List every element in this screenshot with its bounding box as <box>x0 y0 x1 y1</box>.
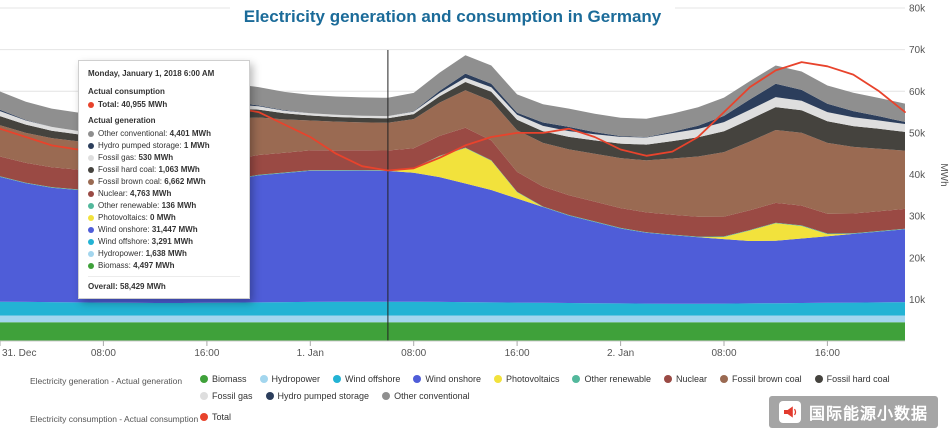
chart-legend: Electricity generation - Actual generati… <box>30 374 935 435</box>
y-tick-label: 80k <box>909 4 926 15</box>
tooltip-item-hydro-pumped-storage: Hydro pumped storage: 1 MWh <box>88 141 240 150</box>
area-series-nuclear[interactable] <box>0 127 905 237</box>
tooltip-item-biomass: Biomass: 4,497 MWh <box>88 261 240 270</box>
x-tick-label: 08:00 <box>91 348 116 359</box>
legend-item-biomass[interactable]: Biomass <box>200 374 247 384</box>
legend-item-nuclear[interactable]: Nuclear <box>664 374 707 384</box>
tooltip-item-fossil-brown-coal: Fossil brown coal: 6,662 MWh <box>88 177 240 186</box>
tooltip-consumption-header: Actual consumption <box>88 87 165 96</box>
legend-item-fossil-hard-coal[interactable]: Fossil hard coal <box>814 374 890 384</box>
legend-item-fossil-brown-coal[interactable]: Fossil brown coal <box>720 374 802 384</box>
legend-item-photovoltaics[interactable]: Photovoltaics <box>493 374 559 384</box>
megaphone-icon <box>778 401 801 423</box>
legend-item-hydro-pumped-storage[interactable]: Hydro pumped storage <box>265 391 369 401</box>
x-tick-label: 31. Dec <box>2 348 36 359</box>
tooltip-item-nuclear: Nuclear: 4,763 MWh <box>88 189 240 198</box>
y-tick-label: 30k <box>909 212 926 223</box>
consumption-legend-items: Total <box>200 412 231 422</box>
area-series-photovoltaics[interactable] <box>0 148 905 241</box>
tooltip-item-other-conventional: Other conventional: 4,401 MWh <box>88 129 240 138</box>
tooltip-item-fossil-hard-coal: Fossil hard coal: 1,063 MWh <box>88 165 240 174</box>
legend-item-other-renewable[interactable]: Other renewable <box>572 374 651 384</box>
area-series-biomass[interactable] <box>0 322 905 341</box>
tooltip-generation-header: Actual generation <box>88 116 156 125</box>
consumption-legend-row: Electricity consumption - Actual consump… <box>30 412 935 424</box>
x-tick-label: 16:00 <box>505 348 530 359</box>
x-tick-label: 16:00 <box>194 348 219 359</box>
generation-legend-label: Electricity generation - Actual generati… <box>30 376 183 386</box>
y-tick-label: 50k <box>909 128 926 139</box>
tooltip-item-photovoltaics: Photovoltaics: 0 MWh <box>88 213 240 222</box>
legend-item-wind-onshore[interactable]: Wind onshore <box>413 374 481 384</box>
tooltip-consumption-items: Total: 40,955 MWh <box>88 100 240 109</box>
legend-item-wind-offshore[interactable]: Wind offshore <box>333 374 400 384</box>
y-tick-label: 10k <box>909 295 926 306</box>
legend-item-other-conventional[interactable]: Other conventional <box>382 391 470 401</box>
y-tick-label: 70k <box>909 45 926 56</box>
area-series-other-conventional[interactable] <box>0 55 905 138</box>
generation-legend-items: Biomass Hydropower Wind offshore Wind onsho… <box>200 374 915 401</box>
x-tick-label: 2. Jan <box>607 348 634 359</box>
generation-legend-row: Electricity generation - Actual generati… <box>30 374 935 401</box>
area-series-hydropower[interactable] <box>0 315 905 323</box>
tooltip-item-hydropower: Hydropower: 1,638 MWh <box>88 249 240 258</box>
tooltip-generation-items: Other conventional: 4,401 MWh Hydro pumpe… <box>88 129 240 270</box>
x-tick-label: 16:00 <box>815 348 840 359</box>
tooltip-item-wind-offshore: Wind offshore: 3,291 MWh <box>88 237 240 246</box>
x-tick-label: 08:00 <box>401 348 426 359</box>
area-series-wind-offshore[interactable] <box>0 301 905 316</box>
x-tick-label: 08:00 <box>711 348 736 359</box>
area-series-fossil-hard-coal[interactable] <box>0 82 905 161</box>
tooltip-item-wind-onshore: Wind onshore: 31,447 MWh <box>88 225 240 234</box>
y-tick-label: 60k <box>909 87 926 98</box>
chart-tooltip: Monday, January 1, 2018 6:00 AM Actual c… <box>78 60 250 299</box>
legend-item-total[interactable]: Total <box>200 412 231 422</box>
watermark-text: 国际能源小数据 <box>808 406 928 423</box>
y-tick-label: 40k <box>909 170 926 181</box>
y-axis-unit-label: MWh <box>938 163 949 186</box>
tooltip-item-fossil-gas: Fossil gas: 530 MWh <box>88 153 240 162</box>
tooltip-item-other-renewable: Other renewable: 136 MWh <box>88 201 240 210</box>
legend-item-fossil-gas[interactable]: Fossil gas <box>200 391 253 401</box>
tooltip-item-total: Total: 40,955 MWh <box>88 100 240 109</box>
consumption-legend-label: Electricity consumption - Actual consump… <box>30 414 199 424</box>
watermark: 国际能源小数据 <box>768 396 938 428</box>
y-tick-label: 20k <box>909 253 926 264</box>
legend-item-hydropower[interactable]: Hydropower <box>259 374 320 384</box>
x-tick-label: 1. Jan <box>297 348 324 359</box>
tooltip-date: Monday, January 1, 2018 6:00 AM <box>88 69 215 78</box>
tooltip-overall: Overall: 58,429 MWh <box>88 276 240 291</box>
